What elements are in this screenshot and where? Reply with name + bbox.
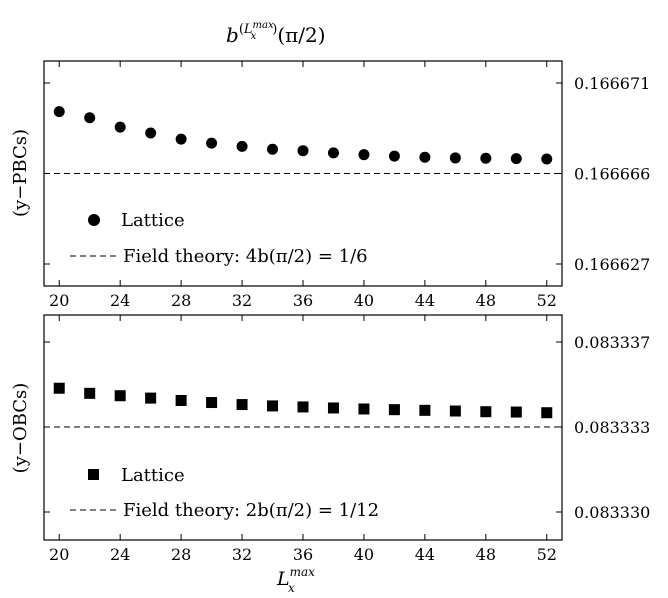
top-x-tick-label: 44 xyxy=(415,291,435,310)
title-sup-close: ) xyxy=(272,22,277,37)
bottom-data-point xyxy=(541,407,553,419)
bottom-y-tick-labels: 0.083330 0.083333 0.083337 xyxy=(574,333,650,522)
bottom-y-tick-label: 0.083333 xyxy=(574,418,650,437)
bottom-data-point xyxy=(175,394,187,406)
bottom-x-tick-label: 36 xyxy=(293,545,313,564)
top-data-point xyxy=(236,140,248,152)
bottom-x-tick-label: 24 xyxy=(110,545,130,564)
bottom-y-tick-label: 0.083337 xyxy=(574,333,650,352)
top-x-tick-label: 32 xyxy=(232,291,252,310)
panel-top: 20 24 28 32 36 40 44 48 52 0.1666270.1666660.166… xyxy=(10,60,650,310)
bottom-legend: Lattice Field theory: 2b(π/2) = 1/12 xyxy=(70,465,379,521)
bottom-data-point xyxy=(510,406,522,418)
bottom-legend-lattice-label: Lattice xyxy=(121,465,185,486)
bottom-data-point xyxy=(297,401,309,413)
top-y-tick-label: 0.166671 xyxy=(574,74,650,93)
top-legend-lattice-label: Lattice xyxy=(121,210,185,231)
top-y-tick-labels: 0.166627 0.166666 0.166671 xyxy=(574,74,650,274)
top-x-tick-label: 40 xyxy=(354,291,374,310)
bottom-x-tick-label: 28 xyxy=(171,545,191,564)
top-data-point xyxy=(419,151,431,163)
title-base: b xyxy=(226,23,239,47)
bottom-x-ticks xyxy=(58,315,548,540)
top-y-tick-label: 0.166627 xyxy=(574,255,650,274)
bottom-data-point xyxy=(236,399,248,411)
bottom-data-point xyxy=(114,390,126,402)
bottom-x-tick-label: 52 xyxy=(537,545,557,564)
top-x-ticks xyxy=(58,61,548,286)
top-data-point xyxy=(510,153,522,165)
bottom-y-tick-label: 0.083330 xyxy=(574,503,650,522)
bottom-x-tick-labels: 20 24 28 32 36 40 44 48 52 xyxy=(49,545,557,564)
top-data-point xyxy=(541,153,553,165)
bottom-x-tick-label: 48 xyxy=(476,545,496,564)
top-data-point xyxy=(145,127,157,139)
top-data-point xyxy=(297,145,309,157)
bottom-x-tick-label: 44 xyxy=(415,545,435,564)
top-data-point xyxy=(388,150,400,162)
top-data-point xyxy=(449,152,461,164)
title-sup-sub: x xyxy=(251,31,257,42)
top-x-tick-labels: 20 24 28 32 36 40 44 48 52 xyxy=(49,291,557,310)
bottom-x-tick-label: 40 xyxy=(354,545,374,564)
bottom-legend-marker xyxy=(88,469,99,480)
top-x-tick-label: 48 xyxy=(476,291,496,310)
xlabel-sub: x xyxy=(288,581,295,595)
panel-bottom: 20 24 28 32 36 40 44 48 52 0.0833300.0833330.083… xyxy=(10,314,650,564)
top-legend-reference-label: Field theory: 4b(π/2) = 1/6 xyxy=(123,246,368,267)
figure-title: b(Lmax x)(π/2) xyxy=(226,20,326,47)
bottom-data-points xyxy=(53,382,553,419)
top-data-point xyxy=(206,137,218,149)
top-data-point xyxy=(114,121,126,133)
bottom-ylabel: (y−OBCs) xyxy=(10,383,31,474)
bottom-data-point xyxy=(53,382,65,394)
top-data-point xyxy=(175,133,187,145)
top-x-tick-label: 36 xyxy=(293,291,313,310)
bottom-data-point xyxy=(327,402,339,414)
top-data-point xyxy=(53,106,65,118)
bottom-data-point xyxy=(145,392,157,404)
top-data-points xyxy=(53,106,553,165)
top-legend-marker xyxy=(88,214,100,226)
title-sup-var: L xyxy=(243,22,253,37)
top-legend: Lattice Field theory: 4b(π/2) = 1/6 xyxy=(70,210,368,267)
top-x-tick-label: 24 xyxy=(110,291,130,310)
title-arg: (π/2) xyxy=(277,23,325,47)
top-x-tick-label: 28 xyxy=(171,291,191,310)
bottom-data-point xyxy=(388,404,400,416)
top-data-point xyxy=(267,143,279,155)
title-sup-sup: max xyxy=(253,20,274,31)
bottom-data-point xyxy=(358,403,370,415)
top-x-tick-label: 20 xyxy=(49,291,69,310)
title-sup-open: ( xyxy=(239,22,244,37)
bottom-data-point xyxy=(480,406,492,418)
top-data-point xyxy=(84,112,96,124)
top-y-tick-label: 0.166666 xyxy=(574,165,650,184)
bottom-data-point xyxy=(206,397,218,409)
bottom-x-tick-label: 32 xyxy=(232,545,252,564)
top-x-tick-label: 52 xyxy=(537,291,557,310)
top-ylabel: (y−PBCs) xyxy=(10,129,31,217)
bottom-data-point xyxy=(449,405,461,417)
top-data-point xyxy=(480,152,492,164)
top-data-point xyxy=(327,147,339,159)
bottom-x-tick-label: 20 xyxy=(49,545,69,564)
bottom-data-point xyxy=(84,387,96,399)
top-data-point xyxy=(358,149,370,161)
xlabel-var: L xyxy=(276,568,290,590)
x-axis-label: Lmax x xyxy=(276,565,315,595)
bottom-legend-reference-label: Field theory: 2b(π/2) = 1/12 xyxy=(123,500,379,521)
bottom-data-point xyxy=(419,404,431,416)
xlabel-sup: max xyxy=(290,565,316,579)
bottom-data-point xyxy=(267,400,279,412)
